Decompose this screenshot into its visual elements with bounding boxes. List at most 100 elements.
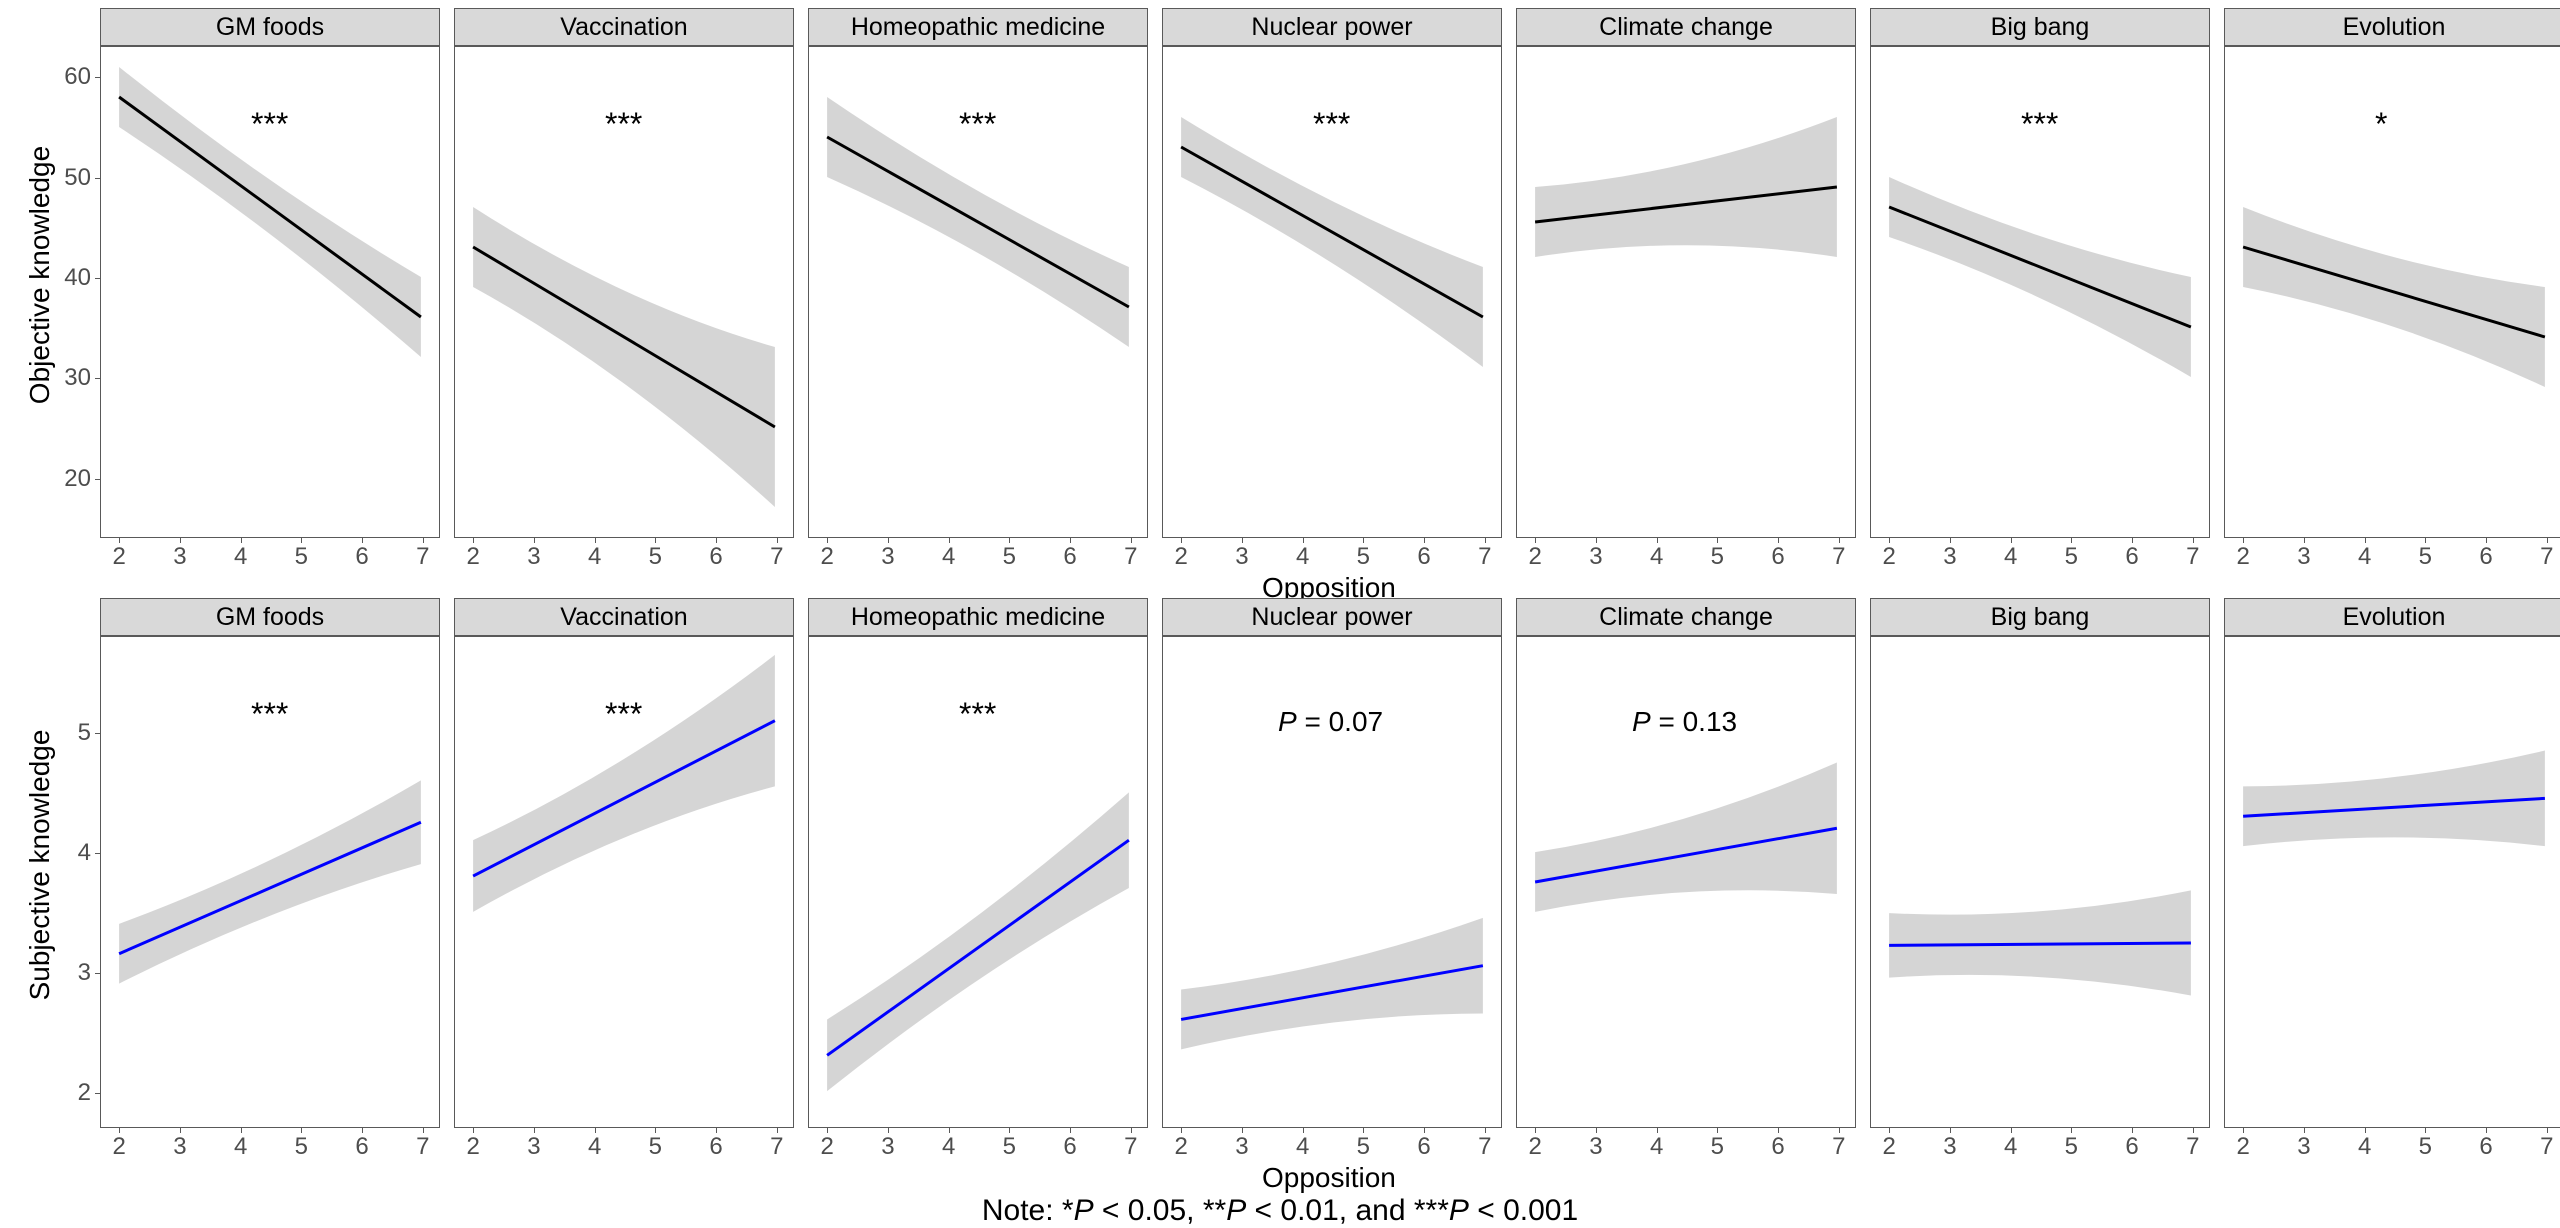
x-tick-label: 5 — [2419, 543, 2432, 571]
y-tick-label: 2 — [78, 1079, 91, 1107]
confidence-band — [473, 655, 775, 912]
significance-annotation: *** — [959, 106, 996, 143]
panel-title-strip: Climate change — [1516, 8, 1856, 46]
y-tick-label: 4 — [78, 839, 91, 867]
x-tick-label: 3 — [1235, 543, 1248, 571]
panel: Nuclear powerP = 0.07234567 — [1162, 598, 1502, 1128]
x-tick-label: 6 — [709, 1133, 722, 1161]
x-tick-label: 5 — [295, 543, 308, 571]
panel: Big bang234567 — [1870, 598, 2210, 1128]
y-tick-label: 50 — [64, 164, 91, 192]
panel: GM foods***2345672030405060 — [100, 8, 440, 538]
regression-line — [827, 840, 1129, 1055]
x-tick-label: 4 — [588, 543, 601, 571]
panel: Evolution234567 — [2224, 598, 2560, 1128]
panel: Nuclear power***234567 — [1162, 8, 1502, 538]
x-tick-label: 2 — [821, 1133, 834, 1161]
x-tick-label: 5 — [2419, 1133, 2432, 1161]
x-tick-label: 4 — [234, 543, 247, 571]
x-tick-label: 7 — [1832, 1133, 1845, 1161]
panel: Vaccination***234567 — [454, 8, 794, 538]
y-tick-label: 3 — [78, 959, 91, 987]
x-tick-label: 7 — [2186, 1133, 2199, 1161]
footnote: Note: *P < 0.05, **P < 0.01, and ***P < … — [0, 1194, 2560, 1228]
x-tick-label: 5 — [1357, 543, 1370, 571]
x-tick-label: 3 — [1943, 543, 1956, 571]
x-tick-label: 7 — [1478, 543, 1491, 571]
x-tick-label: 2 — [1883, 543, 1896, 571]
x-tick-label: 4 — [2358, 543, 2371, 571]
x-tick-label: 7 — [2540, 1133, 2553, 1161]
x-tick-label: 3 — [2297, 543, 2310, 571]
x-tick-label: 3 — [881, 543, 894, 571]
x-tick-label: 6 — [709, 543, 722, 571]
x-tick-label: 3 — [881, 1133, 894, 1161]
x-tick-label: 4 — [588, 1133, 601, 1161]
significance-annotation: *** — [959, 696, 996, 733]
significance-annotation: P = 0.13 — [1632, 706, 1737, 738]
confidence-band — [1535, 117, 1837, 257]
significance-annotation: *** — [2021, 106, 2058, 143]
significance-annotation: *** — [1313, 106, 1350, 143]
x-tick-label: 6 — [2479, 1133, 2492, 1161]
x-tick-label: 6 — [2479, 543, 2492, 571]
x-tick-label: 6 — [355, 1133, 368, 1161]
x-tick-label: 3 — [173, 1133, 186, 1161]
confidence-band — [119, 780, 421, 983]
x-tick-label: 4 — [942, 1133, 955, 1161]
x-tick-label: 6 — [1771, 543, 1784, 571]
x-tick-label: 6 — [355, 543, 368, 571]
x-tick-label: 2 — [1529, 543, 1542, 571]
x-tick-label: 2 — [113, 543, 126, 571]
x-tick-label: 5 — [2065, 1133, 2078, 1161]
x-tick-label: 6 — [2125, 1133, 2138, 1161]
y-tick-label: 60 — [64, 63, 91, 91]
x-tick-label: 5 — [1711, 1133, 1724, 1161]
x-tick-label: 7 — [770, 543, 783, 571]
confidence-band — [2243, 751, 2545, 847]
panel: Homeopathic medicine***234567 — [808, 8, 1148, 538]
x-tick-label: 4 — [1650, 1133, 1663, 1161]
x-tick-label: 7 — [416, 543, 429, 571]
significance-annotation: *** — [605, 696, 642, 733]
x-tick-label: 7 — [1478, 1133, 1491, 1161]
confidence-band — [473, 207, 775, 507]
significance-annotation: *** — [251, 106, 288, 143]
x-tick-label: 2 — [1529, 1133, 1542, 1161]
panel: Homeopathic medicine***234567 — [808, 598, 1148, 1128]
x-tick-label: 5 — [1711, 543, 1724, 571]
confidence-band — [827, 792, 1129, 1091]
plot-area: ***234567 — [454, 46, 794, 538]
plot-area: ***234567 — [1870, 46, 2210, 538]
x-tick-label: 2 — [1175, 1133, 1188, 1161]
y-tick-label: 40 — [64, 264, 91, 292]
x-tick-label: 4 — [2004, 1133, 2017, 1161]
x-tick-label: 4 — [1296, 1133, 1309, 1161]
panel: Climate change234567 — [1516, 8, 1856, 538]
regression-line — [1181, 147, 1483, 317]
x-tick-label: 7 — [2540, 543, 2553, 571]
x-tick-label: 7 — [1832, 543, 1845, 571]
x-tick-label: 5 — [1357, 1133, 1370, 1161]
plot-area: ***234567 — [808, 46, 1148, 538]
x-tick-label: 4 — [2004, 543, 2017, 571]
x-tick-label: 3 — [1589, 543, 1602, 571]
x-tick-label: 5 — [1003, 543, 1016, 571]
x-tick-label: 7 — [416, 1133, 429, 1161]
panel-title-strip: GM foods — [100, 8, 440, 46]
panel: Evolution*234567 — [2224, 8, 2560, 538]
y-axis-label: Subjective knowledge — [24, 725, 56, 1005]
confidence-band — [1181, 918, 1483, 1049]
confidence-band — [2243, 207, 2545, 387]
x-tick-label: 7 — [1124, 1133, 1137, 1161]
panel-title-strip: Climate change — [1516, 598, 1856, 636]
significance-annotation: * — [2375, 106, 2387, 143]
x-tick-label: 2 — [467, 543, 480, 571]
x-tick-label: 3 — [527, 1133, 540, 1161]
x-tick-label: 7 — [1124, 543, 1137, 571]
panel-title-strip: Nuclear power — [1162, 598, 1502, 636]
panel-title-strip: Homeopathic medicine — [808, 598, 1148, 636]
x-tick-label: 3 — [173, 543, 186, 571]
y-tick-label: 30 — [64, 364, 91, 392]
plot-area: ***234567 — [808, 636, 1148, 1128]
